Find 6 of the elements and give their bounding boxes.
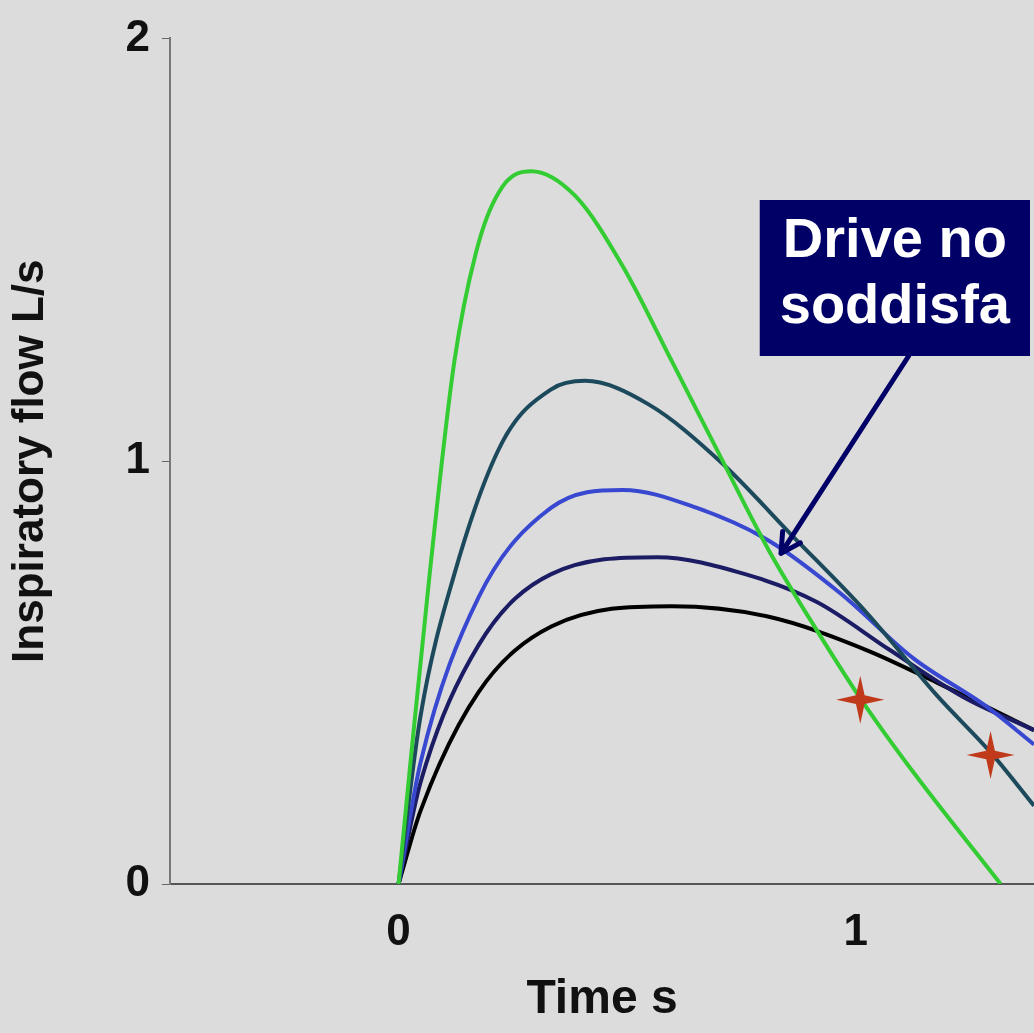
y-axis-title: Inspiratory flow L/s xyxy=(2,259,52,663)
x-axis-title: Time s xyxy=(526,970,678,1024)
annotation: Drive no soddisfa xyxy=(779,206,1011,336)
y-tick-label: 1 xyxy=(125,433,150,483)
y-tick-label: 0 xyxy=(125,856,150,906)
y-tick-label: 2 xyxy=(125,10,150,60)
